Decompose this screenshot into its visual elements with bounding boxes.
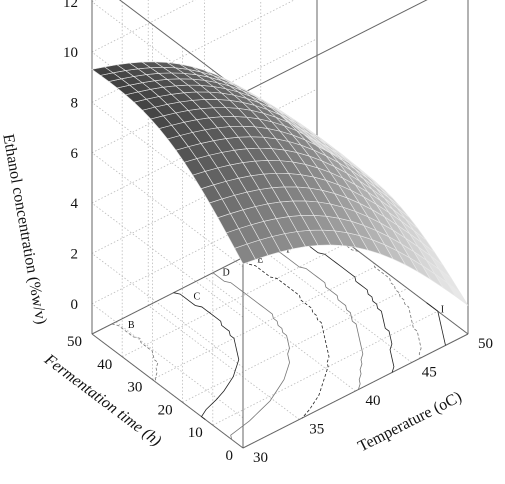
contour-label: I	[441, 304, 444, 315]
z-tick-label: 10	[63, 45, 78, 61]
contour-line	[111, 323, 172, 395]
grid-line	[91, 253, 244, 368]
y-tick-label: 30	[127, 380, 142, 396]
y-tick-label: 0	[226, 448, 234, 464]
y-tick-label: 40	[97, 357, 112, 373]
box-edge	[118, 0, 244, 94]
contour-line	[212, 272, 290, 443]
z-tick-label: 6	[71, 146, 79, 162]
box-edge	[242, 0, 428, 94]
response-surface	[91, 61, 469, 306]
contour-line	[173, 292, 240, 420]
contour-label: F	[286, 245, 292, 256]
x-tick-label: 40	[366, 393, 381, 409]
z-tick-label: 2	[71, 246, 79, 262]
contour-line	[426, 302, 446, 346]
grid-line	[91, 0, 196, 53]
contour-label: D	[222, 267, 229, 278]
y-tick-label: 10	[188, 425, 203, 441]
grid-line	[148, 305, 300, 420]
bounding-box	[91, 0, 469, 449]
x-tick-label: 45	[422, 365, 437, 381]
contour-line	[240, 258, 330, 419]
contour-label: C	[193, 292, 200, 303]
z-tick-label: 8	[71, 95, 79, 111]
z-tick-label: 0	[71, 297, 79, 313]
grid-line	[182, 288, 408, 403]
grid-line	[91, 152, 244, 268]
contour-line	[288, 233, 395, 373]
z-axis-title: Ethanol concentration (%w/v)	[0, 133, 50, 326]
box-edge	[91, 333, 244, 449]
grid-line	[91, 202, 244, 318]
grid-line	[212, 310, 438, 426]
contour-label: B	[128, 320, 135, 331]
z-tick-label: 4	[71, 196, 79, 212]
grid-line	[260, 248, 412, 363]
surface-patch	[446, 282, 469, 306]
x-tick-label: 35	[309, 422, 324, 438]
box-edge	[242, 333, 469, 449]
z-tick-label: 12	[63, 0, 78, 11]
contour-label: E	[257, 255, 263, 266]
y-tick-label: 50	[67, 334, 82, 350]
grid-line	[204, 276, 356, 392]
x-tick-label: 50	[478, 336, 493, 352]
grid-line	[91, 303, 244, 419]
surface-patch	[91, 66, 114, 76]
contour-line	[266, 245, 364, 390]
y-tick-label: 20	[158, 402, 173, 418]
x-tick-label: 30	[253, 450, 268, 466]
grid-line	[152, 265, 378, 380]
